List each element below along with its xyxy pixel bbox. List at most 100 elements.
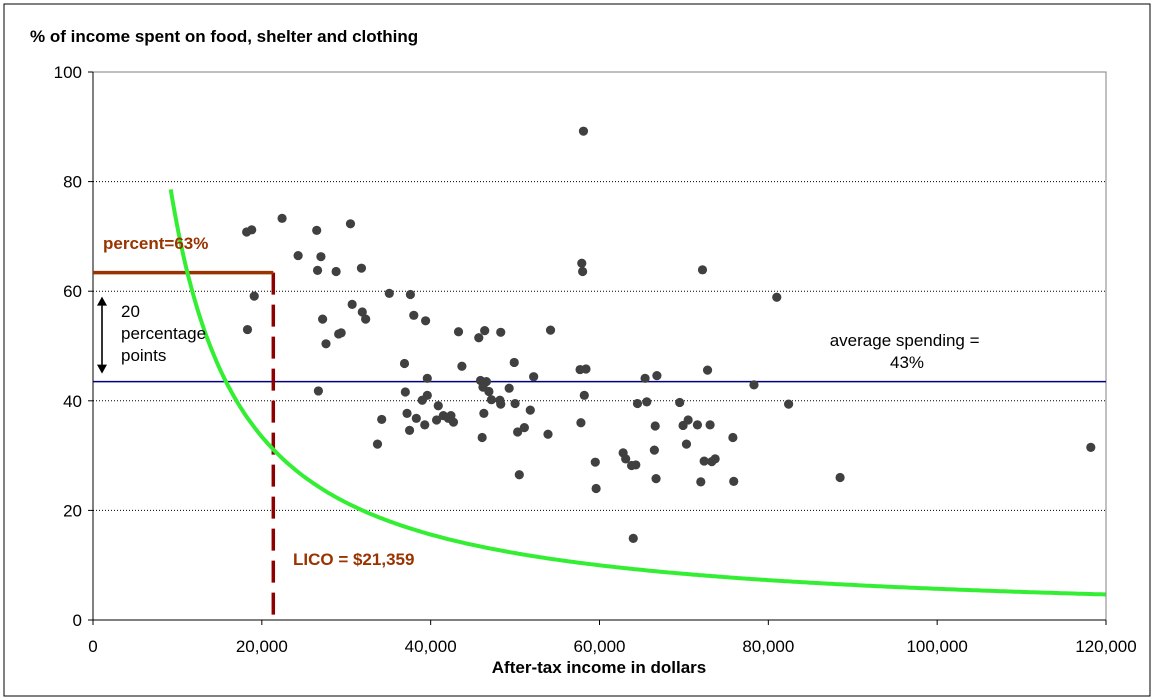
x-tick-label-40000: 40,000 (405, 637, 457, 656)
data-point-40 (448, 417, 459, 427)
data-point-82 (649, 445, 659, 455)
x-axis-label: After-tax income in dollars (492, 658, 706, 677)
data-point-8 (316, 252, 326, 262)
data-point-89 (683, 415, 693, 425)
data-point-90 (692, 420, 703, 430)
data-point-19 (313, 386, 323, 396)
chart-title: % of income spent on food, shelter and c… (30, 27, 418, 46)
data-point-77 (628, 533, 638, 543)
x-tick-label-20000: 20,000 (236, 637, 288, 656)
data-point-36 (433, 401, 443, 411)
data-point-63 (543, 429, 553, 439)
data-point-20 (372, 439, 383, 449)
data-point-7 (312, 265, 323, 275)
y-tick-label-100: 100 (54, 63, 82, 82)
x-tick-label-0: 0 (88, 637, 97, 656)
data-point-98 (728, 432, 738, 443)
data-point-57 (510, 398, 520, 409)
data-point-103 (835, 472, 845, 483)
data-point-45 (477, 432, 487, 443)
data-point-92 (697, 265, 708, 275)
data-point-1 (247, 225, 257, 235)
data-point-50 (484, 386, 494, 397)
data-point-59 (514, 470, 524, 480)
data-point-102 (783, 399, 794, 409)
data-point-47 (479, 408, 489, 419)
data-point-79 (632, 398, 643, 409)
data-point-71 (581, 364, 591, 374)
data-point-9 (318, 314, 328, 324)
data-point-43 (474, 333, 484, 343)
gap-annotation: 20 percentage points (121, 302, 211, 365)
data-point-64 (545, 325, 556, 335)
data-point-14 (345, 219, 356, 229)
data-point-58 (513, 427, 523, 437)
data-point-97 (710, 454, 720, 464)
data-point-60 (519, 423, 529, 433)
average-annotation-line-2: 43% (890, 353, 924, 372)
data-point-93 (699, 456, 709, 466)
gridlines (93, 181, 1106, 511)
x-axis-tick-labels: 0 20,000 40,000 60,000 80,000 100,000 120,000 (88, 620, 1137, 656)
x-tick-label-80000: 80,000 (742, 637, 794, 656)
data-point-34 (422, 373, 432, 383)
data-point-41 (453, 327, 464, 337)
data-point-33 (422, 390, 432, 400)
lico-annotation: LICO = $21,359 (293, 550, 414, 569)
data-point-18 (361, 314, 371, 324)
data-points (242, 126, 1096, 543)
data-point-73 (591, 483, 601, 494)
data-point-6 (312, 225, 322, 235)
data-point-99 (729, 476, 739, 486)
data-point-31 (420, 420, 430, 430)
data-point-104 (1086, 442, 1096, 452)
data-point-91 (696, 477, 706, 487)
data-point-84 (652, 370, 662, 381)
data-point-69 (578, 126, 589, 136)
data-point-53 (496, 399, 506, 409)
data-point-83 (650, 421, 660, 431)
data-point-54 (496, 327, 506, 337)
gap-annotation-line-2: percentage (121, 324, 206, 343)
x-tick-label-60000: 60,000 (574, 637, 626, 656)
data-point-95 (705, 420, 715, 430)
data-point-72 (590, 457, 600, 467)
data-point-78 (631, 460, 641, 470)
data-point-21 (377, 414, 387, 425)
data-point-101 (772, 292, 782, 302)
lico-curve-group (168, 189, 1106, 597)
data-point-10 (321, 339, 331, 349)
data-point-49 (481, 377, 491, 387)
data-point-61 (525, 405, 535, 415)
reference-lines (93, 270, 1106, 620)
gap-annotation-line-3: points (121, 346, 166, 365)
data-point-80 (640, 373, 650, 383)
data-point-4 (277, 213, 287, 223)
y-tick-label-20: 20 (63, 501, 82, 520)
data-point-27 (405, 289, 416, 300)
y-tick-label-0: 0 (73, 611, 82, 630)
data-point-29 (411, 413, 421, 423)
y-tick-label-80: 80 (63, 173, 82, 192)
data-point-24 (400, 387, 410, 397)
data-point-5 (293, 250, 303, 261)
data-point-2 (242, 324, 253, 335)
data-point-67 (577, 258, 587, 268)
gap-arrow-head-down (97, 364, 107, 374)
average-annotation: average spending = 43% (830, 331, 985, 372)
annotations: percent=63% LICO = $21,359 20 percentage… (103, 234, 985, 569)
lico-curve (168, 189, 1106, 597)
data-point-28 (409, 310, 419, 320)
data-point-55 (504, 383, 514, 393)
x-tick-label-100000: 100,000 (906, 637, 967, 656)
data-point-15 (347, 299, 357, 309)
x-tick-label-120000: 120,000 (1075, 637, 1136, 656)
gap-arrow-head-up (97, 296, 107, 306)
data-point-70 (579, 390, 589, 400)
y-axis-tick-labels: 0 20 40 60 80 100 (54, 63, 93, 630)
data-point-3 (249, 291, 259, 301)
data-point-42 (457, 361, 467, 371)
data-point-62 (529, 372, 539, 382)
